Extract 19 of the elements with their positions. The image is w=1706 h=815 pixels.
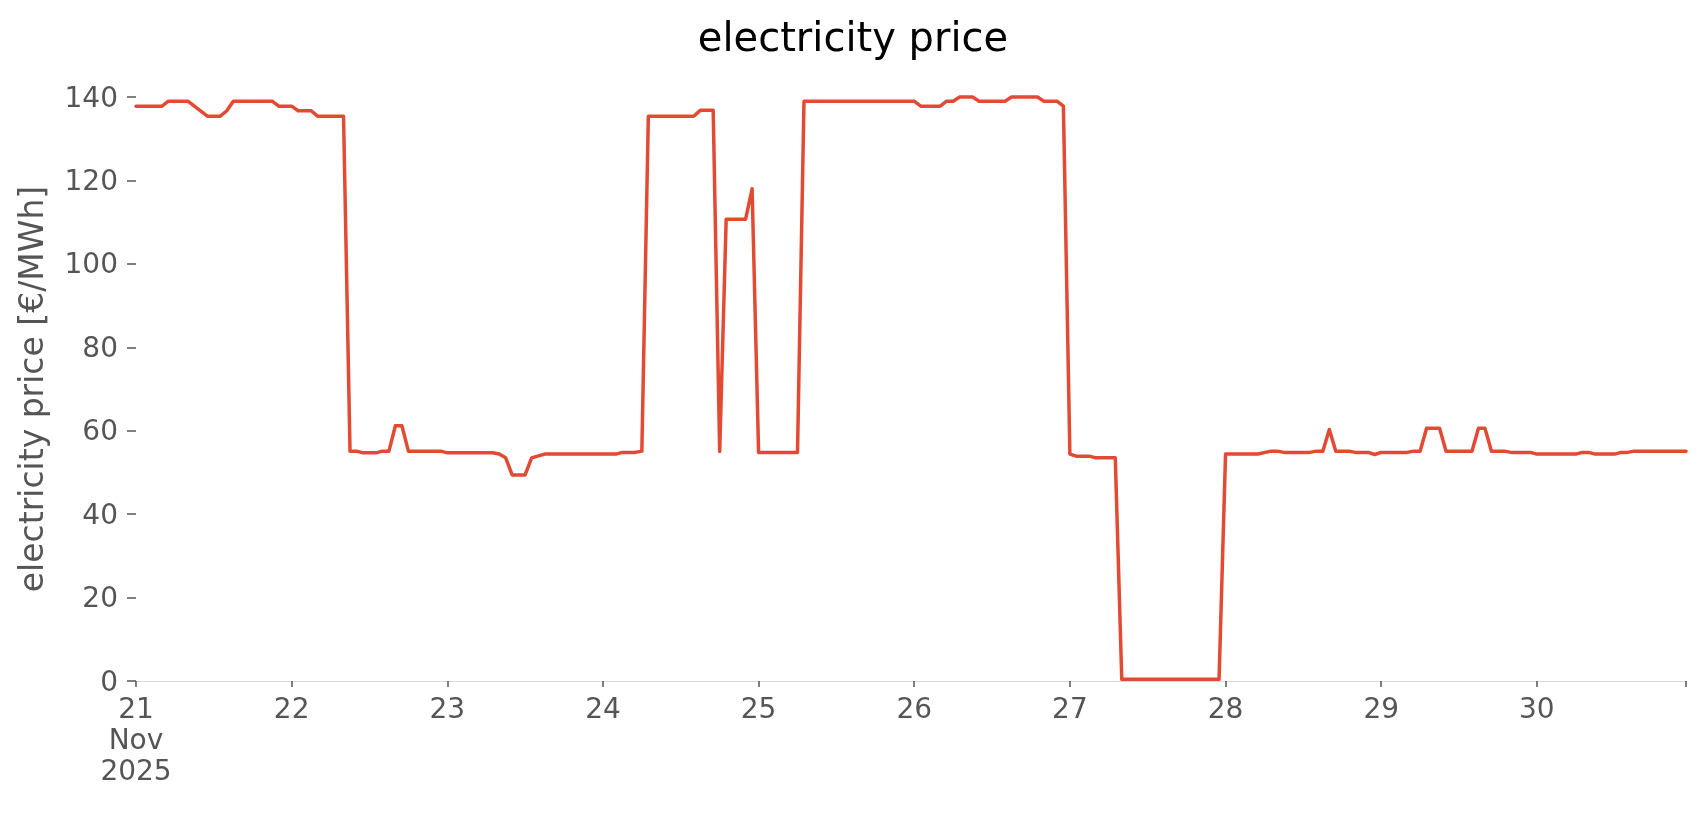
y-axis-title: electricity price [€/MWh] (12, 185, 51, 593)
x-tick-label: 24 (585, 692, 621, 725)
y-tick-label: 60 (82, 414, 118, 448)
y-tick-label: 100 (64, 247, 118, 281)
x-tick-label: 29 (1363, 692, 1400, 725)
x-tick-label: 30 (1519, 692, 1555, 725)
y-tick-label: 40 (82, 497, 118, 531)
x-tick-label: 27 (1052, 692, 1088, 725)
line-series (134, 95, 1688, 682)
y-tick-label: 20 (82, 581, 118, 615)
x-tick-label: 26 (896, 692, 933, 725)
y-tick-label: 140 (64, 80, 118, 114)
y-tick-label: 80 (82, 330, 118, 364)
chart-title: electricity price (697, 14, 1009, 60)
x-tick-label: 25 (740, 692, 777, 725)
x-tick-label: 22 (273, 692, 310, 725)
y-tick-label: 120 (64, 163, 118, 197)
x-tick-label: 23 (429, 692, 466, 725)
x-tick-label: 28 (1207, 692, 1244, 725)
